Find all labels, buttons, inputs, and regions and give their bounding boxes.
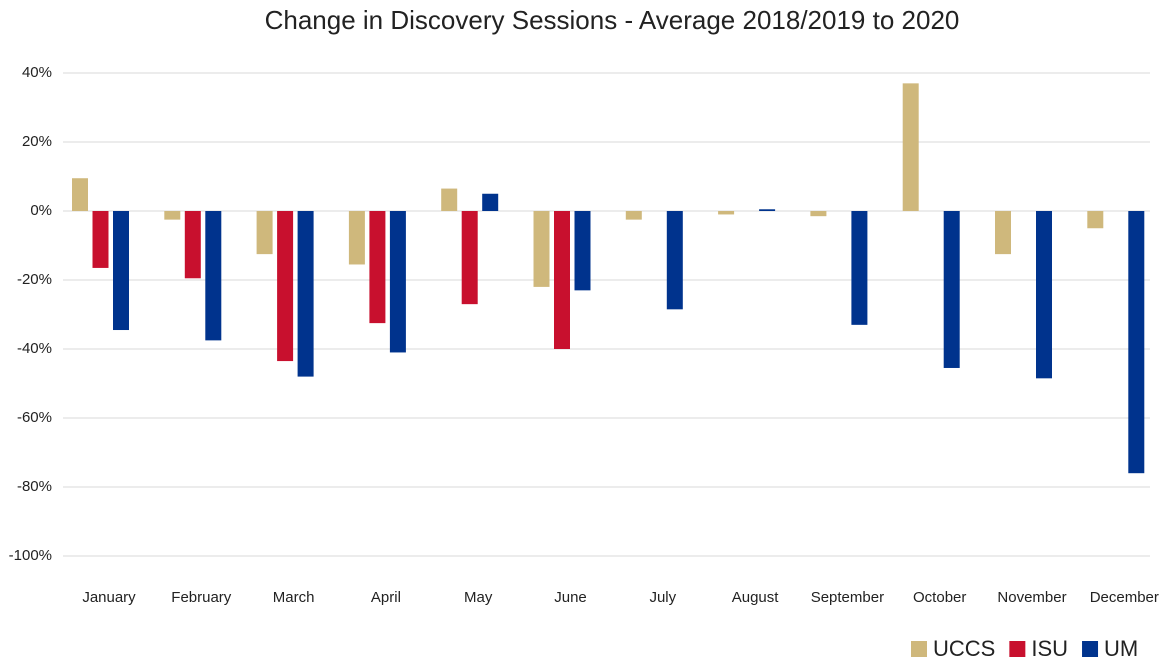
y-tick-label: -80% [17,478,52,495]
bar [943,211,960,368]
y-tick-label: -100% [9,547,52,564]
bar [461,211,478,305]
bar [810,211,827,217]
x-tick-label: December [1090,589,1159,606]
bar [666,211,683,310]
bar [277,211,294,362]
bar [533,211,550,287]
legend-swatch [911,641,927,657]
x-tick-label: January [82,589,136,606]
bar [1087,211,1104,229]
x-tick-label: November [997,589,1066,606]
legend-label: UM [1104,636,1138,661]
y-tick-label: 0% [30,202,52,219]
x-tick-label: July [649,589,676,606]
y-tick-label: 20% [22,133,52,150]
y-tick-label: 40% [22,64,52,81]
y-tick-label: -40% [17,340,52,357]
x-tick-label: August [732,589,780,606]
bar [72,178,88,211]
bar [995,211,1011,255]
y-tick-label: -60% [17,409,52,426]
bar [92,211,109,268]
bar [718,211,735,215]
bar [389,211,406,353]
bar [851,211,868,325]
bar [256,211,273,255]
x-tick-label: May [464,589,493,606]
bar [348,211,365,265]
bar [1128,211,1145,474]
chart-title: Change in Discovery Sessions - Average 2… [265,5,960,35]
bar [441,188,458,211]
bar [184,211,201,279]
bar [554,211,570,349]
legend-swatch [1009,641,1026,657]
y-tick-label: -20% [17,271,52,288]
bar [482,193,499,211]
bar [625,211,642,220]
bar [1036,211,1052,379]
bar [574,211,591,291]
bar [113,211,129,331]
legend-swatch [1082,641,1099,657]
bar [297,211,314,377]
x-tick-label: June [554,589,587,606]
x-tick-label: April [371,589,401,606]
x-tick-label: October [913,589,966,606]
bar [902,83,919,211]
bar [759,209,776,211]
bar [369,211,386,324]
x-tick-label: February [171,589,232,606]
legend-label: ISU [1031,636,1068,661]
x-tick-label: September [811,589,884,606]
bar [205,211,222,341]
bar [164,211,181,220]
x-tick-label: March [273,589,315,606]
legend-label: UCCS [933,636,995,661]
